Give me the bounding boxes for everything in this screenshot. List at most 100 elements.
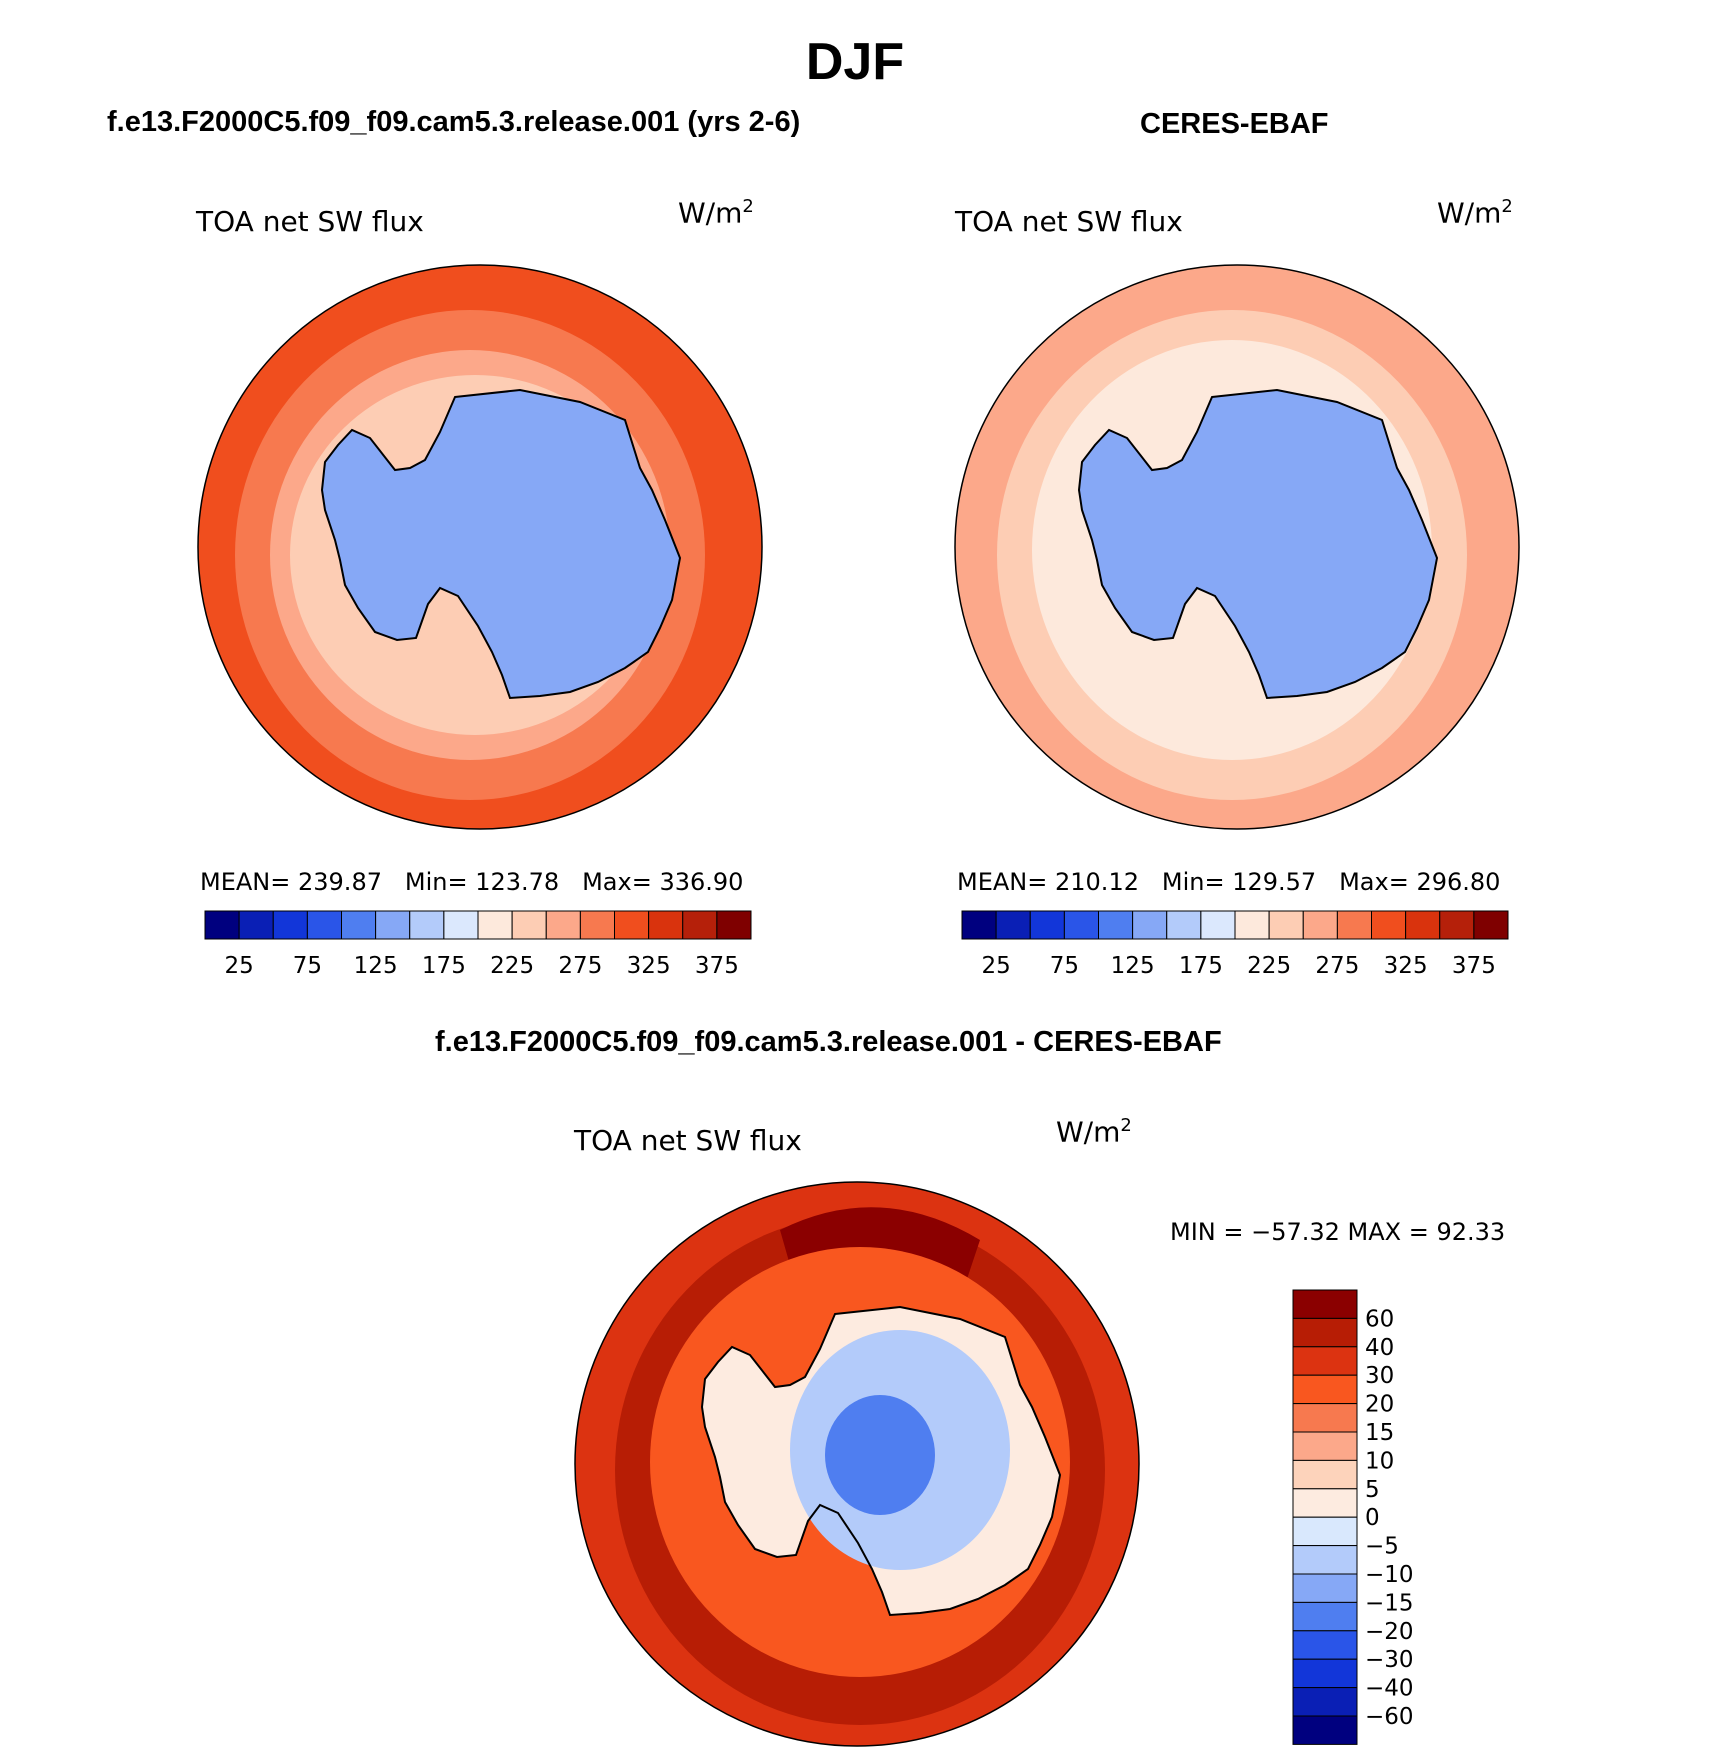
model-colorbar-box xyxy=(238,910,274,940)
obs-panel-heading: CERES-EBAF xyxy=(1140,108,1329,140)
diff-colorbar-box xyxy=(1292,1317,1358,1348)
diff-colorbar-box xyxy=(1292,1346,1358,1376)
diff-map-border xyxy=(574,1181,1140,1747)
model-map-border xyxy=(197,264,763,830)
diff-colorbar-tick-label: −30 xyxy=(1365,1647,1414,1673)
model-colorbar-box xyxy=(341,910,377,940)
model-colorbar-tick-label: 325 xyxy=(627,953,671,979)
diff-colorbar-box xyxy=(1292,1516,1358,1547)
obs-variable-label: TOA net SW flux xyxy=(955,205,1183,238)
diff-colorbar-tick-label: 20 xyxy=(1365,1392,1394,1418)
obs-colorbar-tick-label: 275 xyxy=(1315,953,1359,979)
obs-colorbar-box xyxy=(1371,910,1407,940)
diff-colorbar-box xyxy=(1292,1374,1358,1405)
obs-colorbar-box xyxy=(1336,910,1372,940)
diff-center xyxy=(825,1395,935,1515)
diff-colorbar-box xyxy=(1292,1403,1358,1433)
diff-colorbar-box xyxy=(1292,1630,1358,1660)
model-colorbar-tick-label: 375 xyxy=(695,953,739,979)
model-colorbar-box xyxy=(648,910,684,940)
diff-colorbar-box xyxy=(1292,1573,1358,1603)
diff-colorbar-tick-label: −60 xyxy=(1365,1704,1414,1730)
model-colorbar-tick-label: 75 xyxy=(293,953,322,979)
obs-colorbar-tick-label: 125 xyxy=(1111,953,1155,979)
obs-colorbar-box xyxy=(1132,910,1168,940)
obs-colorbar-tick-label: 375 xyxy=(1452,953,1496,979)
model-colorbar-tick-label: 125 xyxy=(354,953,398,979)
model-colorbar-box xyxy=(579,910,615,940)
model-colorbar-tick-label: 175 xyxy=(422,953,466,979)
model-colorbar-box xyxy=(409,910,445,940)
obs-map xyxy=(955,265,1519,829)
diff-colorbar-box xyxy=(1292,1658,1358,1689)
diff-colorbar-tick-label: −40 xyxy=(1365,1676,1414,1702)
diff-units-label: W/m2 xyxy=(1056,1115,1132,1149)
obs-colorbar-box xyxy=(1439,910,1475,940)
model-colorbar-tick-label: 25 xyxy=(224,953,253,979)
model-colorbar-box xyxy=(375,910,411,940)
model-colorbar-box xyxy=(511,910,547,940)
diff-panel-heading: f.e13.F2000C5.f09_f09.cam5.3.release.001… xyxy=(435,1026,1222,1058)
model-panel-heading: f.e13.F2000C5.f09_f09.cam5.3.release.001… xyxy=(107,106,801,138)
model-colorbar-box xyxy=(204,910,240,940)
model-colorbar-box xyxy=(614,910,650,940)
model-colorbar-box xyxy=(272,910,308,940)
diff-colorbar-tick-label: 60 xyxy=(1365,1306,1394,1332)
diff-colorbar-box xyxy=(1292,1289,1358,1319)
obs-colorbar-box xyxy=(1200,910,1236,940)
model-colorbar-box xyxy=(306,910,342,940)
diff-colorbar-tick-label: 10 xyxy=(1365,1448,1394,1474)
obs-colorbar-box xyxy=(1029,910,1065,940)
model-colorbar-box xyxy=(545,910,581,940)
obs-colorbar-box xyxy=(1405,910,1441,940)
obs-colorbar: 25 75 125 175 225 275 325 375 xyxy=(961,910,1509,979)
obs-colorbar-box xyxy=(1063,910,1099,940)
diff-colorbar-box xyxy=(1292,1431,1358,1461)
model-stats: MEAN= 239.87 Min= 123.78 Max= 336.90 xyxy=(200,868,744,896)
model-units-label: W/m2 xyxy=(678,196,754,230)
obs-colorbar-box xyxy=(1473,910,1509,940)
model-colorbar-box xyxy=(477,910,513,940)
diff-colorbar-tick-label: −15 xyxy=(1365,1590,1414,1616)
obs-colorbar-tick-label: 75 xyxy=(1050,953,1079,979)
diff-variable-label: TOA net SW flux xyxy=(574,1124,802,1157)
obs-colorbar-box xyxy=(1268,910,1304,940)
model-map xyxy=(198,265,762,829)
model-colorbar-box xyxy=(716,910,752,940)
model-colorbar: 25 75 125 175 225 275 325 375 xyxy=(204,910,752,979)
model-colorbar-tick-label: 225 xyxy=(490,953,534,979)
model-colorbar-box xyxy=(443,910,479,940)
diff-colorbar-box xyxy=(1292,1459,1358,1490)
obs-colorbar-tick-label: 325 xyxy=(1384,953,1428,979)
model-variable-label: TOA net SW flux xyxy=(196,205,424,238)
diff-colorbar-box xyxy=(1292,1488,1358,1518)
obs-colorbar-tick-label: 225 xyxy=(1247,953,1291,979)
obs-map-border xyxy=(954,264,1520,830)
diff-colorbar-tick-label: 40 xyxy=(1365,1335,1394,1361)
model-colorbar-tick-label: 275 xyxy=(558,953,602,979)
obs-colorbar-box xyxy=(1302,910,1338,940)
diff-colorbar-box xyxy=(1292,1601,1358,1632)
obs-colorbar-box xyxy=(1098,910,1134,940)
obs-colorbar-tick-label: 25 xyxy=(981,953,1010,979)
diff-colorbar-tick-label: 5 xyxy=(1365,1477,1380,1503)
diff-colorbar-tick-label: 30 xyxy=(1365,1363,1394,1389)
obs-colorbar-tick-label: 175 xyxy=(1179,953,1223,979)
obs-colorbar-box xyxy=(1166,910,1202,940)
diff-colorbar-box xyxy=(1292,1715,1358,1745)
diff-colorbar-tick-label: −5 xyxy=(1365,1534,1399,1560)
diff-colorbar-box xyxy=(1292,1687,1358,1717)
diff-colorbar-tick-label: 15 xyxy=(1365,1420,1394,1446)
obs-units-label: W/m2 xyxy=(1437,196,1513,230)
diff-colorbar-tick-label: −10 xyxy=(1365,1562,1414,1588)
obs-colorbar-box xyxy=(995,910,1031,940)
diff-map xyxy=(575,1182,1139,1746)
obs-colorbar-box xyxy=(961,910,997,940)
diff-colorbar-tick-label: −20 xyxy=(1365,1619,1414,1645)
diff-minmax: MIN = −57.32 MAX = 92.33 xyxy=(1170,1218,1506,1246)
diff-colorbar-box xyxy=(1292,1545,1358,1575)
diff-colorbar-tick-label: 0 xyxy=(1365,1505,1380,1531)
obs-colorbar-box xyxy=(1234,910,1270,940)
